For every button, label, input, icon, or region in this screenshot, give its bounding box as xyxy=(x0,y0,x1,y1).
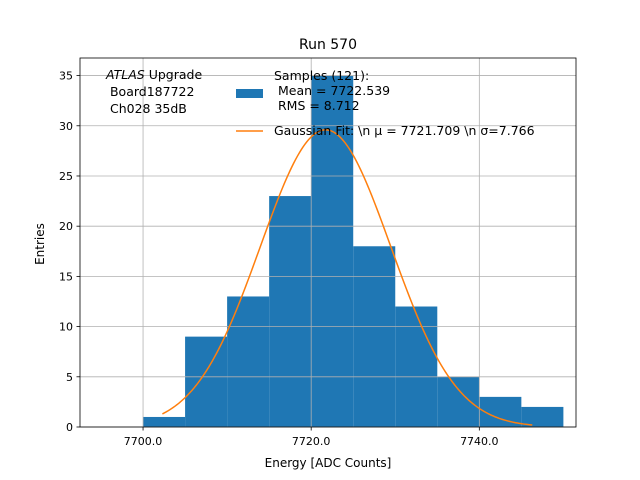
y-tick-label: 10 xyxy=(59,321,73,334)
axes-frame xyxy=(79,57,577,428)
legend-label-fit: Gaussian Fit: \n μ = 7721.709 \n σ=7.766 xyxy=(274,123,535,138)
x-axis-label: Energy [ADC Counts] xyxy=(265,456,392,470)
legend-label-line: RMS = 8.712 xyxy=(274,98,360,113)
plot-area: 7700.0 7720.0 7740.0 0 5 10 15 20 25 30 35 Samples … xyxy=(59,57,577,448)
annotation-line: Ch028 35dB xyxy=(106,101,187,116)
y-tick-label: 35 xyxy=(59,70,73,83)
annotation-text: Upgrade xyxy=(145,67,203,82)
annotation-text: Board187722 xyxy=(106,84,194,99)
x-tick-label: 7740.0 xyxy=(460,435,499,448)
legend-label-samples: Samples (121): Mean = 7722.539 RMS = 8.7… xyxy=(274,68,390,113)
annotation-italic: ATLAS xyxy=(105,67,145,82)
histogram-bar xyxy=(185,336,228,427)
legend-label-line: Mean = 7722.539 xyxy=(274,83,390,98)
y-axis-label: Entries xyxy=(33,223,47,265)
histogram-bar xyxy=(269,196,312,427)
x-tick-label: 7720.0 xyxy=(292,435,331,448)
x-tick-label: 7700.0 xyxy=(124,435,163,448)
chart-title: Run 570 xyxy=(299,37,357,53)
y-tick-label: 30 xyxy=(59,120,73,133)
legend-label-line: Samples (121): xyxy=(274,68,369,83)
histogram-bar xyxy=(227,296,270,427)
y-tick-label: 15 xyxy=(59,270,73,283)
annotation-line: Board187722 xyxy=(106,84,194,99)
y-tick-label: 5 xyxy=(66,371,73,384)
histogram-bar xyxy=(353,246,396,427)
gaussian-fit-line xyxy=(162,129,533,426)
y-tick-label: 25 xyxy=(59,170,73,183)
y-tick-label: 20 xyxy=(59,220,73,233)
histogram-bar xyxy=(395,306,438,427)
atlas-annotation: ATLAS Upgrade Board187722 Ch028 35dB xyxy=(105,67,202,116)
histogram-bar xyxy=(311,75,354,428)
annotation-text: Ch028 35dB xyxy=(106,101,187,116)
legend-patch-samples xyxy=(236,89,263,98)
y-tick-label: 0 xyxy=(66,421,73,434)
annotation-line: ATLAS Upgrade xyxy=(105,67,202,82)
histogram-bar xyxy=(437,376,480,427)
histogram-bar xyxy=(521,406,564,427)
histogram-bar xyxy=(143,416,186,427)
